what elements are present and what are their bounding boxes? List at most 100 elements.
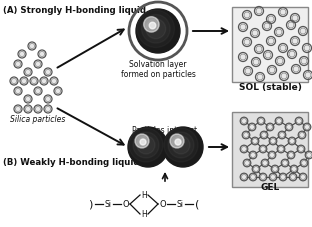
Circle shape — [36, 89, 40, 94]
Circle shape — [137, 11, 174, 48]
FancyBboxPatch shape — [232, 8, 308, 83]
Circle shape — [254, 167, 258, 171]
Circle shape — [36, 62, 40, 67]
Text: H: H — [141, 210, 147, 219]
Circle shape — [16, 107, 20, 112]
Circle shape — [261, 175, 265, 179]
Circle shape — [252, 31, 257, 36]
Circle shape — [56, 89, 60, 94]
Text: Solvation layer
formed on particles: Solvation layer formed on particles — [120, 60, 195, 79]
Circle shape — [299, 147, 303, 151]
Circle shape — [270, 153, 274, 157]
Circle shape — [305, 125, 309, 130]
Circle shape — [242, 175, 246, 179]
Circle shape — [270, 68, 275, 73]
Circle shape — [246, 69, 251, 74]
Text: SOL (stable): SOL (stable) — [239, 83, 301, 92]
Circle shape — [175, 139, 181, 145]
Circle shape — [271, 175, 275, 179]
Circle shape — [254, 60, 258, 65]
Circle shape — [278, 59, 282, 64]
Circle shape — [250, 125, 254, 130]
Circle shape — [136, 10, 180, 54]
Circle shape — [287, 125, 291, 130]
Circle shape — [280, 133, 284, 138]
Circle shape — [245, 13, 250, 18]
Circle shape — [268, 125, 272, 130]
Circle shape — [256, 10, 261, 14]
Circle shape — [142, 15, 170, 44]
Circle shape — [266, 53, 271, 58]
Circle shape — [16, 62, 20, 67]
Circle shape — [137, 136, 155, 154]
Circle shape — [290, 139, 294, 143]
Circle shape — [263, 161, 267, 165]
Text: Si: Si — [105, 200, 111, 209]
Circle shape — [242, 119, 246, 123]
Circle shape — [300, 29, 305, 34]
Circle shape — [269, 17, 274, 22]
Circle shape — [245, 40, 250, 45]
Circle shape — [301, 59, 306, 64]
Circle shape — [305, 73, 310, 78]
Circle shape — [279, 147, 283, 151]
Circle shape — [256, 47, 261, 52]
Circle shape — [12, 79, 16, 84]
Circle shape — [253, 139, 257, 143]
Circle shape — [244, 133, 248, 138]
Circle shape — [280, 46, 285, 51]
Circle shape — [273, 167, 277, 171]
Circle shape — [257, 75, 262, 80]
Text: GEL: GEL — [261, 182, 280, 191]
Text: O: O — [160, 200, 166, 209]
Circle shape — [297, 119, 301, 123]
Circle shape — [129, 128, 163, 162]
Circle shape — [307, 153, 311, 157]
Circle shape — [40, 53, 44, 57]
Circle shape — [259, 119, 263, 123]
Text: O: O — [123, 200, 129, 209]
Circle shape — [170, 134, 184, 148]
Circle shape — [52, 79, 56, 84]
Circle shape — [135, 134, 149, 148]
Circle shape — [144, 18, 159, 33]
Circle shape — [281, 74, 286, 79]
Text: Si: Si — [177, 200, 183, 209]
Circle shape — [269, 39, 274, 44]
Circle shape — [26, 97, 30, 102]
Circle shape — [277, 119, 281, 123]
Circle shape — [149, 23, 156, 30]
Circle shape — [305, 46, 310, 51]
Circle shape — [46, 71, 50, 75]
Circle shape — [301, 175, 305, 179]
Circle shape — [172, 136, 190, 154]
Circle shape — [128, 127, 168, 167]
Circle shape — [46, 97, 50, 102]
Circle shape — [164, 128, 198, 162]
Text: H: H — [141, 191, 147, 200]
Text: ): ) — [88, 199, 92, 209]
Circle shape — [46, 107, 50, 112]
Circle shape — [241, 55, 246, 60]
Circle shape — [292, 167, 296, 171]
Circle shape — [289, 23, 294, 28]
Circle shape — [290, 52, 295, 57]
Circle shape — [26, 107, 30, 112]
Circle shape — [271, 139, 275, 143]
Circle shape — [22, 79, 26, 84]
Circle shape — [265, 25, 270, 29]
Circle shape — [293, 16, 297, 21]
Text: (: ( — [195, 199, 199, 209]
Circle shape — [163, 127, 203, 167]
Circle shape — [289, 153, 293, 157]
Text: Silica particles: Silica particles — [10, 114, 66, 123]
Circle shape — [300, 133, 304, 138]
Circle shape — [168, 132, 194, 158]
Circle shape — [261, 147, 265, 151]
Circle shape — [302, 161, 306, 165]
Circle shape — [133, 132, 159, 158]
Circle shape — [241, 25, 246, 30]
Circle shape — [32, 79, 36, 84]
Circle shape — [26, 71, 30, 75]
Circle shape — [251, 175, 255, 179]
